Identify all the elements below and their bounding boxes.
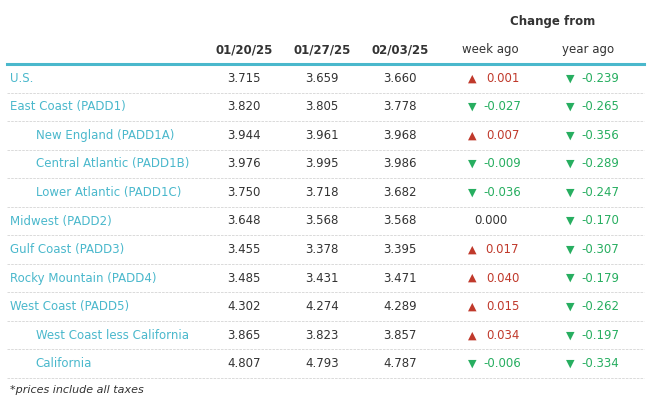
Text: 01/20/25: 01/20/25 — [215, 44, 272, 56]
Text: West Coast less California: West Coast less California — [36, 329, 188, 342]
Text: ▲: ▲ — [468, 330, 477, 340]
Text: -0.036: -0.036 — [484, 186, 521, 199]
Text: ▼: ▼ — [566, 359, 575, 369]
Text: ▼: ▼ — [468, 159, 477, 169]
Text: East Coast (PADD1): East Coast (PADD1) — [10, 100, 125, 113]
Text: -0.247: -0.247 — [581, 186, 619, 199]
Text: 3.995: 3.995 — [305, 158, 339, 170]
Text: ▲: ▲ — [468, 244, 477, 254]
Text: week ago: week ago — [462, 44, 519, 56]
Text: Change from: Change from — [510, 16, 595, 28]
Text: 3.820: 3.820 — [227, 100, 261, 113]
Text: -0.262: -0.262 — [581, 300, 619, 313]
Text: 3.682: 3.682 — [383, 186, 417, 199]
Text: ▲: ▲ — [468, 73, 477, 83]
Text: New England (PADD1A): New England (PADD1A) — [36, 129, 174, 142]
Text: ▼: ▼ — [468, 102, 477, 112]
Text: ▼: ▼ — [566, 73, 575, 83]
Text: ▼: ▼ — [468, 188, 477, 198]
Text: ▼: ▼ — [566, 273, 575, 283]
Text: 3.659: 3.659 — [305, 72, 339, 85]
Text: 02/03/25: 02/03/25 — [371, 44, 428, 56]
Text: 3.968: 3.968 — [383, 129, 417, 142]
Text: 3.857: 3.857 — [383, 329, 417, 342]
Text: 4.807: 4.807 — [227, 357, 261, 370]
Text: 4.302: 4.302 — [227, 300, 261, 313]
Text: 3.944: 3.944 — [227, 129, 261, 142]
Text: 4.274: 4.274 — [305, 300, 339, 313]
Text: 01/27/25: 01/27/25 — [293, 44, 350, 56]
Text: 0.034: 0.034 — [486, 329, 519, 342]
Text: ▼: ▼ — [566, 159, 575, 169]
Text: Midwest (PADD2): Midwest (PADD2) — [10, 214, 112, 228]
Text: -0.197: -0.197 — [581, 329, 619, 342]
Text: U.S.: U.S. — [10, 72, 33, 85]
Text: 4.787: 4.787 — [383, 357, 417, 370]
Text: -0.356: -0.356 — [581, 129, 619, 142]
Text: ▼: ▼ — [566, 130, 575, 140]
Text: ▲: ▲ — [468, 302, 477, 312]
Text: -0.027: -0.027 — [484, 100, 521, 113]
Text: -0.170: -0.170 — [581, 214, 619, 228]
Text: 3.961: 3.961 — [305, 129, 339, 142]
Text: 3.778: 3.778 — [383, 100, 417, 113]
Text: 3.805: 3.805 — [305, 100, 339, 113]
Text: -0.179: -0.179 — [581, 272, 619, 284]
Text: 3.718: 3.718 — [305, 186, 339, 199]
Text: 0.017: 0.017 — [486, 243, 519, 256]
Text: -0.334: -0.334 — [581, 357, 619, 370]
Text: Rocky Mountain (PADD4): Rocky Mountain (PADD4) — [10, 272, 156, 284]
Text: 4.793: 4.793 — [305, 357, 339, 370]
Text: ▼: ▼ — [566, 188, 575, 198]
Text: Gulf Coast (PADD3): Gulf Coast (PADD3) — [10, 243, 124, 256]
Text: 3.378: 3.378 — [305, 243, 339, 256]
Text: ▼: ▼ — [566, 216, 575, 226]
Text: 0.015: 0.015 — [486, 300, 519, 313]
Text: ▲: ▲ — [468, 130, 477, 140]
Text: 3.715: 3.715 — [227, 72, 261, 85]
Text: 3.986: 3.986 — [383, 158, 417, 170]
Text: 3.823: 3.823 — [305, 329, 339, 342]
Text: 3.455: 3.455 — [227, 243, 261, 256]
Text: 3.865: 3.865 — [227, 329, 261, 342]
Text: -0.265: -0.265 — [581, 100, 619, 113]
Text: ▼: ▼ — [566, 244, 575, 254]
Text: 0.007: 0.007 — [486, 129, 519, 142]
Text: ▼: ▼ — [566, 102, 575, 112]
Text: -0.289: -0.289 — [581, 158, 619, 170]
Text: 3.431: 3.431 — [305, 272, 339, 284]
Text: 0.000: 0.000 — [474, 214, 508, 228]
Text: 3.648: 3.648 — [227, 214, 261, 228]
Text: 3.568: 3.568 — [383, 214, 417, 228]
Text: 3.395: 3.395 — [383, 243, 417, 256]
Text: ▼: ▼ — [566, 302, 575, 312]
Text: California: California — [36, 357, 92, 370]
Text: -0.239: -0.239 — [581, 72, 619, 85]
Text: 4.289: 4.289 — [383, 300, 417, 313]
Text: ▲: ▲ — [468, 273, 477, 283]
Text: 0.001: 0.001 — [486, 72, 519, 85]
Text: Lower Atlantic (PADD1C): Lower Atlantic (PADD1C) — [36, 186, 181, 199]
Text: 3.471: 3.471 — [383, 272, 417, 284]
Text: -0.307: -0.307 — [581, 243, 619, 256]
Text: -0.006: -0.006 — [484, 357, 521, 370]
Text: 3.750: 3.750 — [227, 186, 261, 199]
Text: *prices include all taxes: *prices include all taxes — [10, 385, 144, 395]
Text: Central Atlantic (PADD1B): Central Atlantic (PADD1B) — [36, 158, 189, 170]
Text: 3.976: 3.976 — [227, 158, 261, 170]
Text: ▼: ▼ — [468, 359, 477, 369]
Text: -0.009: -0.009 — [484, 158, 521, 170]
Text: 3.660: 3.660 — [383, 72, 417, 85]
Text: 3.485: 3.485 — [227, 272, 261, 284]
Text: West Coast (PADD5): West Coast (PADD5) — [10, 300, 129, 313]
Text: 0.040: 0.040 — [486, 272, 519, 284]
Text: ▼: ▼ — [566, 330, 575, 340]
Text: year ago: year ago — [562, 44, 614, 56]
Text: 3.568: 3.568 — [305, 214, 339, 228]
